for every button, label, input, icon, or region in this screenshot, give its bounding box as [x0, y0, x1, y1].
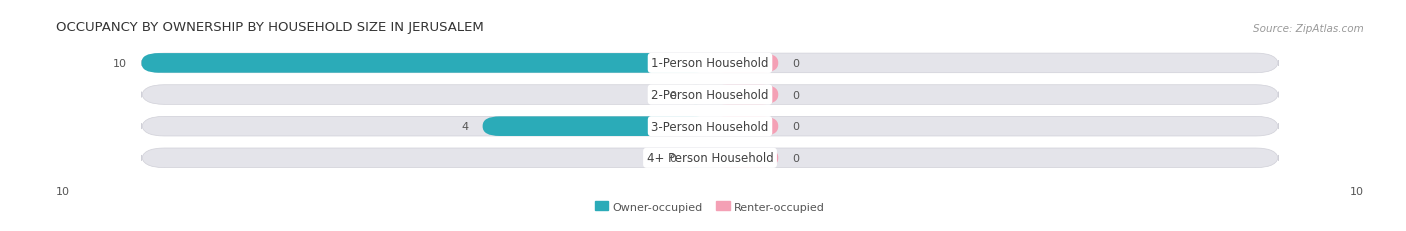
FancyBboxPatch shape — [142, 54, 710, 73]
FancyBboxPatch shape — [710, 148, 779, 168]
FancyBboxPatch shape — [142, 85, 1278, 105]
FancyBboxPatch shape — [710, 85, 779, 105]
FancyBboxPatch shape — [710, 54, 779, 73]
Text: 10: 10 — [114, 59, 128, 69]
Text: OCCUPANCY BY OWNERSHIP BY HOUSEHOLD SIZE IN JERUSALEM: OCCUPANCY BY OWNERSHIP BY HOUSEHOLD SIZE… — [56, 21, 484, 34]
Text: 2-Person Household: 2-Person Household — [651, 89, 769, 102]
Text: 0: 0 — [793, 153, 800, 163]
Text: 3-Person Household: 3-Person Household — [651, 120, 769, 133]
FancyBboxPatch shape — [682, 148, 710, 168]
Text: Source: ZipAtlas.com: Source: ZipAtlas.com — [1253, 24, 1364, 34]
FancyBboxPatch shape — [682, 85, 710, 105]
Text: 0: 0 — [793, 59, 800, 69]
Text: 0: 0 — [669, 90, 676, 100]
Text: 0: 0 — [669, 153, 676, 163]
Legend: Owner-occupied, Renter-occupied: Owner-occupied, Renter-occupied — [591, 197, 830, 216]
Text: 10: 10 — [56, 186, 70, 196]
Text: 4: 4 — [461, 122, 468, 132]
FancyBboxPatch shape — [142, 54, 1278, 73]
Text: 1-Person Household: 1-Person Household — [651, 57, 769, 70]
FancyBboxPatch shape — [142, 117, 1278, 136]
FancyBboxPatch shape — [142, 148, 1278, 168]
Text: 0: 0 — [793, 122, 800, 132]
Text: 4+ Person Household: 4+ Person Household — [647, 152, 773, 165]
FancyBboxPatch shape — [482, 117, 710, 136]
FancyBboxPatch shape — [710, 117, 779, 136]
Text: 10: 10 — [1350, 186, 1364, 196]
Text: 0: 0 — [793, 90, 800, 100]
